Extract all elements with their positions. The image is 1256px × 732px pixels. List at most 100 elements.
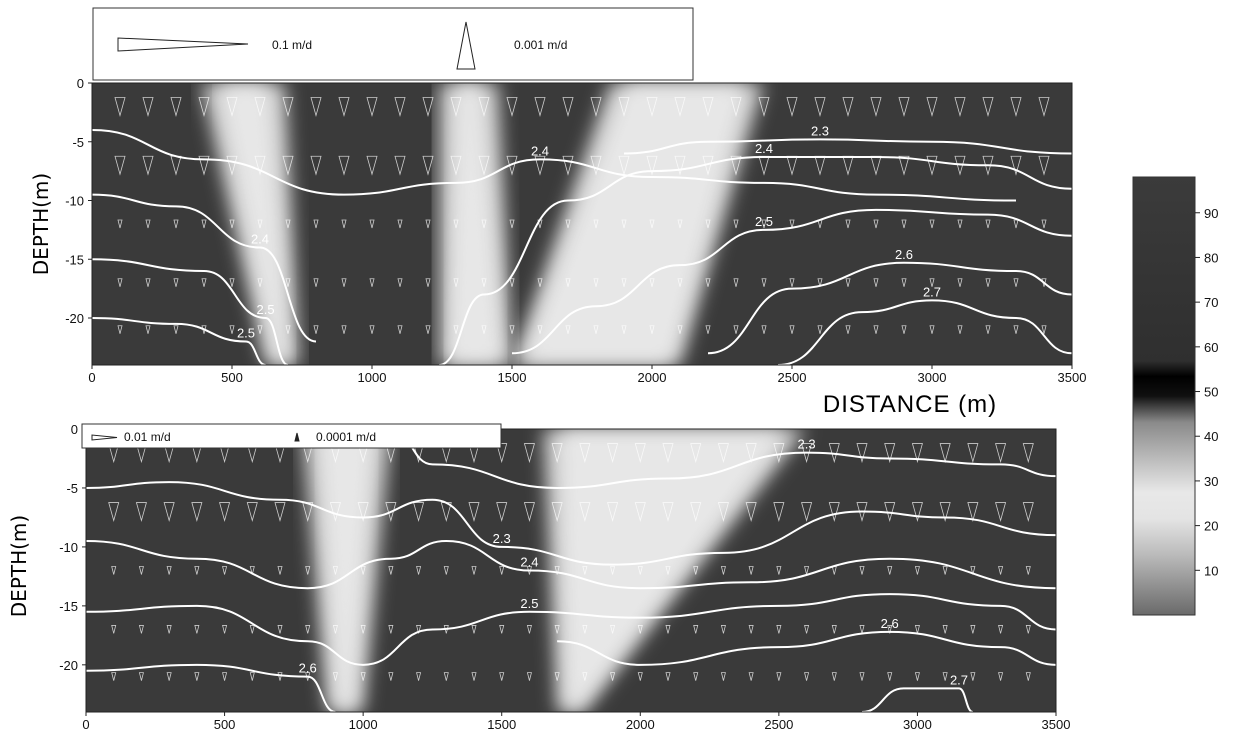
- top-velocity-arrow: [898, 97, 910, 117]
- bot-velocity-arrow: [637, 625, 643, 634]
- top-velocity-arrow: [674, 97, 686, 117]
- bot-velocity-arrow: [776, 625, 782, 634]
- bot-velocity-arrow: [579, 502, 591, 523]
- top-velocity-arrow: [618, 97, 630, 117]
- bot-contour-0: [390, 429, 1056, 489]
- top-velocity-arrow: [173, 278, 179, 287]
- bot-velocity-arrow: [496, 502, 508, 523]
- top-velocity-arrow: [425, 278, 431, 287]
- bot-x-tick-label: 2000: [626, 717, 655, 732]
- top-velocity-arrow: [929, 325, 935, 334]
- top-velocity-arrow: [705, 278, 711, 287]
- bot-velocity-arrow: [249, 566, 255, 575]
- top-velocity-arrow: [201, 219, 207, 229]
- top-velocity-arrow: [789, 278, 795, 287]
- bot-velocity-arrow: [526, 625, 532, 634]
- top-velocity-arrow: [982, 97, 994, 117]
- top-velocity-arrow: [621, 325, 627, 334]
- top-velocity-arrow: [201, 278, 207, 287]
- top-velocity-arrow: [649, 325, 655, 334]
- top-velocity-arrow: [170, 97, 182, 117]
- top-velocity-arrow: [338, 155, 350, 176]
- top-velocity-arrow: [173, 219, 179, 229]
- top-y-ticks: 0 -5 -10 -15 -20: [65, 76, 92, 326]
- top-velocity-arrow: [845, 219, 851, 229]
- top-velocity-arrow: [817, 325, 823, 334]
- top-legend-entry-1: 0.1 m/d: [272, 38, 312, 52]
- top-y-axis-label: DEPTH(m): [29, 173, 53, 275]
- bot-velocity-arrow: [939, 443, 951, 464]
- top-x-ticks: 0 500 1000 1500 2000 2500 3000 3500: [88, 365, 1086, 385]
- top-y-tick-label: -15: [65, 252, 84, 267]
- colorbar-tick-label: 60: [1204, 340, 1218, 355]
- top-velocity-arrow: [814, 97, 826, 117]
- top-velocity-arrow: [313, 278, 319, 287]
- top-velocity-arrow: [621, 278, 627, 287]
- top-velocity-arrow: [369, 325, 375, 334]
- bot-velocity-arrow: [246, 502, 258, 523]
- bot-velocity-arrow: [277, 566, 283, 575]
- bot-velocity-arrow: [887, 566, 893, 575]
- bot-velocity-arrow: [884, 443, 896, 464]
- bottom-plot-frame: [85, 428, 1057, 713]
- bot-contour-5: [557, 630, 1056, 666]
- top-velocity-arrow: [593, 278, 599, 287]
- top-x-tick-label: 500: [221, 370, 243, 385]
- top-y-tick-label: -10: [65, 194, 84, 209]
- bot-velocity-arrow: [388, 566, 394, 575]
- bot-x-tick-label: 3500: [1042, 717, 1071, 732]
- top-velocity-arrow: [730, 97, 742, 117]
- bot-velocity-arrow: [801, 502, 813, 523]
- bot-velocity-arrow: [274, 502, 286, 523]
- bot-velocity-arrow: [773, 443, 785, 464]
- top-velocity-arrow: [1038, 155, 1050, 176]
- bot-velocity-arrow: [582, 566, 588, 575]
- top-velocity-arrow: [394, 155, 406, 176]
- top-velocity-arrow: [789, 219, 795, 229]
- top-velocity-arrow: [338, 97, 350, 117]
- top-contour-4: [511, 208, 1072, 355]
- bot-velocity-arrow: [1022, 443, 1034, 464]
- bot-velocity-arrow: [582, 672, 588, 681]
- bot-velocity-arrow: [662, 443, 674, 464]
- top-velocity-arrow: [646, 97, 658, 117]
- bot-velocity-arrow: [1025, 625, 1031, 634]
- top-velocity-arrow: [310, 97, 322, 117]
- bot-velocity-arrow: [443, 672, 449, 681]
- bot-velocity-arrow: [111, 566, 117, 575]
- top-velocity-arrow: [257, 278, 263, 287]
- bot-contour-label-3: 2.5: [520, 596, 538, 611]
- bottom-legend: 0.01 m/d 0.0001 m/d: [81, 423, 502, 449]
- bot-velocity-arrow: [360, 625, 366, 634]
- top-velocity-arrow: [957, 325, 963, 334]
- bot-velocity-arrow: [523, 443, 535, 464]
- bot-contour-2: [86, 540, 1056, 590]
- bot-velocity-arrow: [416, 672, 422, 681]
- top-velocity-arrow: [145, 278, 151, 287]
- top-velocity-arrow: [198, 155, 210, 176]
- colorbar-ticks: 90 80 70 60 50 40 30 20 10: [1195, 206, 1218, 578]
- top-contour-label-6: 2.6: [895, 247, 913, 262]
- bot-velocity-arrow: [776, 566, 782, 575]
- colorbar-gradient: [1132, 176, 1196, 616]
- bot-velocity-arrow: [690, 502, 702, 523]
- top-velocity-arrow: [1013, 325, 1019, 334]
- colorbar: 90 80 70 60 50 40 30 20 10: [1132, 176, 1218, 616]
- top-velocity-arrow: [929, 278, 935, 287]
- bot-velocity-arrow: [222, 625, 228, 634]
- bot-velocity-arrow: [804, 566, 810, 575]
- top-velocity-arrow: [898, 155, 910, 176]
- top-velocity-arrow: [845, 325, 851, 334]
- bot-velocity-arrow: [468, 502, 480, 523]
- bot-velocity-arrow: [967, 443, 979, 464]
- top-contour-label-7: 2.7: [923, 284, 941, 299]
- bot-velocity-arrow: [859, 566, 865, 575]
- bot-velocity-arrow: [388, 672, 394, 681]
- top-x-tick-label: 1500: [498, 370, 527, 385]
- top-velocity-arrow: [282, 155, 294, 176]
- bot-velocity-arrow: [305, 625, 311, 634]
- bot-velocity-arrow: [108, 502, 120, 523]
- bot-velocity-arrow: [693, 672, 699, 681]
- top-panel: 2.32.42.42.42.52.52.62.72.5 0 500 1000 1500…: [29, 7, 1086, 418]
- top-velocity-arrow: [1013, 219, 1019, 229]
